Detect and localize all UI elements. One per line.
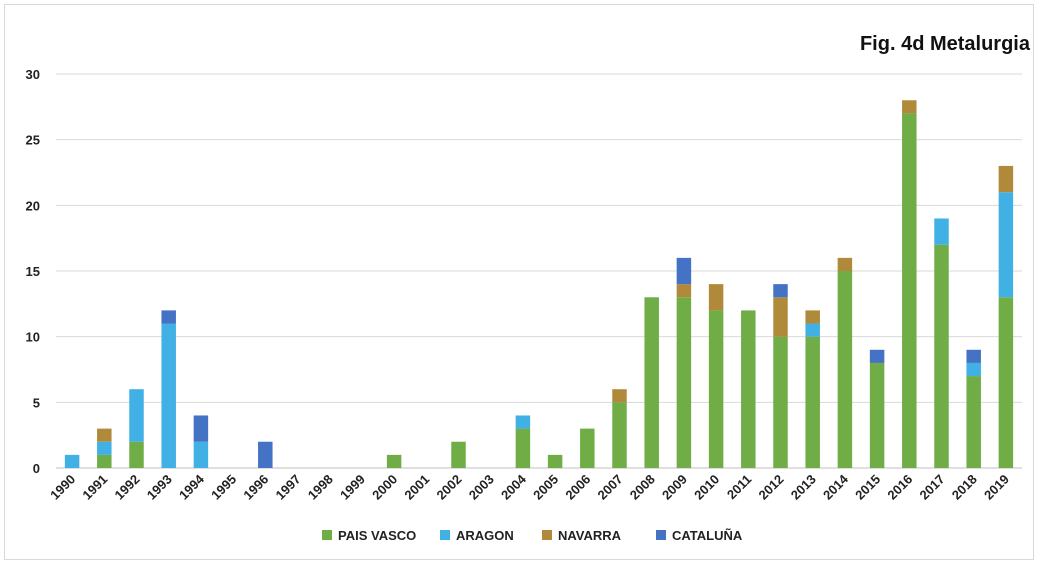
x-tick-label-1999: 1999: [337, 472, 368, 503]
bar-catalu-a-2015: [869, 349, 885, 363]
x-tick-label-2018: 2018: [949, 472, 980, 503]
x-tick-label-2000: 2000: [369, 472, 400, 503]
bar-aragon-2013: [805, 323, 820, 337]
y-tick-label-0: 0: [33, 461, 40, 476]
bar-pais-vasco-2018: [966, 376, 981, 468]
x-tick-label-1997: 1997: [273, 472, 304, 503]
legend-label-3: CATALUÑA: [672, 528, 743, 543]
x-tick-label-1994: 1994: [176, 471, 208, 503]
legend-label-0: PAIS VASCO: [338, 528, 416, 543]
bar-aragon-2018: [966, 362, 981, 377]
bar-catalu-a-1994: [193, 415, 209, 442]
bar-pais-vasco-2002: [451, 441, 466, 468]
x-tick-label-1995: 1995: [208, 472, 239, 503]
legend-swatch-2: [542, 530, 552, 540]
bar-aragon-2004: [515, 415, 531, 429]
bar-navarra-2014: [837, 257, 853, 271]
bar-catalu-a-1996: [258, 441, 273, 468]
x-tick-label-2011: 2011: [724, 472, 755, 503]
x-tick-label-2004: 2004: [498, 471, 530, 503]
bar-pais-vasco-2005: [547, 454, 563, 468]
bar-navarra-2010: [708, 284, 724, 311]
bar-catalu-a-2012: [773, 284, 788, 298]
bar-aragon-2017: [934, 218, 949, 245]
x-tick-label-2015: 2015: [852, 472, 883, 503]
x-tick-label-2001: 2001: [401, 472, 432, 503]
bar-pais-vasco-2015: [869, 362, 885, 468]
x-tick-label-2017: 2017: [917, 472, 948, 503]
x-tick-label-2005: 2005: [530, 472, 561, 503]
x-tick-label-1991: 1991: [79, 472, 110, 503]
bar-navarra-2016: [902, 100, 917, 114]
bar-pais-vasco-2014: [837, 271, 853, 468]
bar-aragon-1990: [64, 454, 80, 468]
y-axis-ticks: 0 5 10 15 20 25 30: [26, 67, 40, 476]
gridlines: [56, 73, 1022, 469]
x-tick-label-2014: 2014: [820, 471, 852, 503]
bar-pais-vasco-2000: [386, 454, 402, 468]
bar-pais-vasco-1992: [129, 441, 144, 468]
y-tick-label-15: 15: [26, 264, 40, 279]
bar-navarra-2012: [773, 297, 788, 337]
bar-pais-vasco-2016: [902, 113, 917, 469]
legend-label-1: ARAGON: [456, 528, 514, 543]
x-tick-label-2002: 2002: [434, 472, 465, 503]
x-tick-label-1993: 1993: [144, 472, 175, 503]
bar-aragon-1994: [193, 441, 209, 468]
x-tick-label-2009: 2009: [659, 472, 690, 503]
x-tick-label-1992: 1992: [112, 472, 143, 503]
x-tick-label-2006: 2006: [562, 472, 593, 503]
x-tick-label-1998: 1998: [305, 472, 336, 503]
legend-swatch-1: [440, 530, 450, 540]
y-tick-label-30: 30: [26, 67, 40, 82]
legend-swatch-0: [322, 530, 332, 540]
legend-label-2: NAVARRA: [558, 528, 622, 543]
bar-aragon-1992: [129, 389, 144, 442]
bar-pais-vasco-2006: [580, 428, 595, 468]
chart-title: Fig. 4d Metalurgia: [860, 33, 1031, 55]
x-tick-label-2007: 2007: [595, 472, 626, 503]
bar-aragon-1991: [97, 441, 112, 455]
bar-pais-vasco-2011: [741, 310, 756, 468]
x-tick-label-2019: 2019: [981, 472, 1012, 503]
bar-catalu-a-1993: [161, 310, 176, 324]
bar-navarra-2013: [805, 310, 820, 324]
bar-pais-vasco-2019: [998, 297, 1014, 468]
bar-pais-vasco-2017: [934, 244, 949, 468]
bar-navarra-1991: [97, 428, 112, 442]
bar-navarra-2019: [998, 165, 1014, 193]
bar-pais-vasco-2007: [612, 402, 627, 468]
legend: PAIS VASCO ARAGON NAVARRA CATALUÑA: [322, 528, 743, 543]
x-tick-label-2010: 2010: [691, 472, 722, 503]
y-tick-label-25: 25: [26, 133, 40, 148]
bar-navarra-2007: [612, 389, 627, 403]
legend-swatch-3: [656, 530, 666, 540]
bar-aragon-2019: [998, 192, 1014, 298]
x-tick-label-2013: 2013: [788, 472, 819, 503]
bar-pais-vasco-1991: [97, 454, 112, 468]
y-tick-label-10: 10: [26, 330, 40, 345]
bar-aragon-1993: [161, 323, 176, 468]
bar-pais-vasco-2012: [773, 336, 788, 468]
x-tick-label-2016: 2016: [884, 472, 915, 503]
y-tick-label-20: 20: [26, 198, 40, 213]
x-tick-label-1990: 1990: [47, 472, 78, 503]
x-tick-label-2003: 2003: [466, 472, 497, 503]
x-axis-ticks: 1990 1991 1992 1993 1994 1995 1996 1997 1998 1999…: [47, 471, 1012, 503]
x-tick-label-2012: 2012: [756, 472, 787, 503]
bar-pais-vasco-2010: [708, 310, 724, 468]
bars: [64, 100, 1014, 469]
y-tick-label-5: 5: [33, 395, 40, 410]
x-tick-label-2008: 2008: [627, 472, 658, 503]
bar-navarra-2009: [676, 284, 692, 298]
x-tick-label-1996: 1996: [240, 472, 271, 503]
bar-catalu-a-2009: [676, 257, 692, 285]
bar-pais-vasco-2004: [515, 428, 531, 468]
bar-pais-vasco-2008: [644, 297, 659, 468]
bar-pais-vasco-2013: [805, 336, 820, 468]
bar-pais-vasco-2009: [676, 297, 692, 468]
bar-catalu-a-2018: [966, 349, 981, 363]
